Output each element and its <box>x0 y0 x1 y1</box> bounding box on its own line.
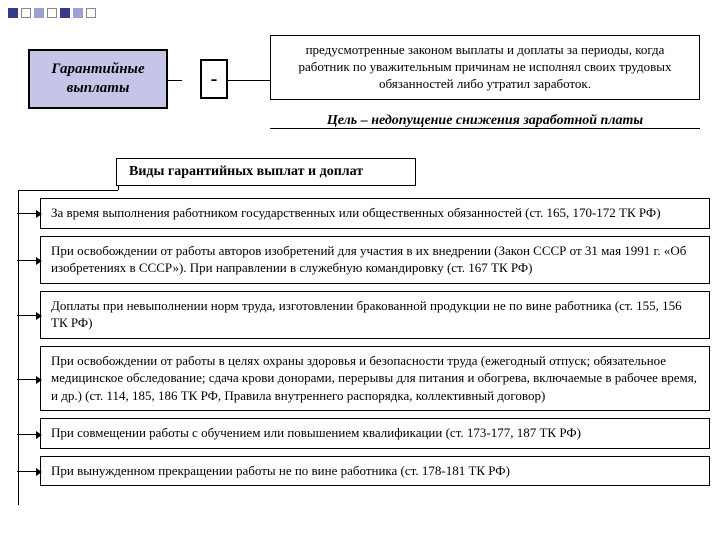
tree-branch <box>18 190 118 191</box>
item-arrow <box>17 379 41 380</box>
item-arrow <box>17 434 41 435</box>
title-box: Гарантийные выплаты <box>28 49 168 109</box>
decor-dot <box>73 8 83 18</box>
decor-dot <box>86 8 96 18</box>
item-arrow <box>17 213 41 214</box>
decor-dot <box>47 8 57 18</box>
item-arrow <box>17 315 41 316</box>
list-item-text: При вынужденном прекращении работы не по… <box>51 463 510 478</box>
decor-dot <box>21 8 31 18</box>
list-item-text: При освобождении от работы в целях охран… <box>51 353 697 403</box>
definition-box: предусмотренные законом выплаты и доплат… <box>270 35 700 100</box>
item-arrow <box>17 260 41 261</box>
list-item-text: За время выполнения работником государст… <box>51 205 661 220</box>
goal-text: Цель – недопущение снижения заработной п… <box>270 113 700 129</box>
item-arrow <box>17 471 41 472</box>
top-section: Гарантийные выплаты - предусмотренные за… <box>20 35 700 140</box>
list-item-text: Доплаты при невыполнении норм труда, изг… <box>51 298 682 331</box>
list-item: При освобождении от работы авторов изобр… <box>40 236 710 284</box>
decor-dot <box>8 8 18 18</box>
kinds-header-box: Виды гарантийных выплат и доплат <box>116 158 416 186</box>
list-item-text: При освобождении от работы авторов изобр… <box>51 243 686 276</box>
list-item: При вынужденном прекращении работы не по… <box>40 456 710 487</box>
dash-symbol: - <box>211 68 218 91</box>
list-item-text: При совмещении работы с обучением или по… <box>51 425 581 440</box>
definition-text: предусмотренные законом выплаты и доплат… <box>299 42 672 91</box>
title-text: Гарантийные выплаты <box>34 60 162 98</box>
list-item: При совмещении работы с обучением или по… <box>40 418 710 449</box>
decor-dot <box>34 8 44 18</box>
decorative-dots <box>8 8 96 18</box>
kinds-header-text: Виды гарантийных выплат и доплат <box>129 164 363 179</box>
decor-dot <box>60 8 70 18</box>
items-list: За время выполнения работником государст… <box>10 198 710 493</box>
dash-box: - <box>200 59 228 99</box>
list-item: За время выполнения работником государст… <box>40 198 710 229</box>
list-item: При освобождении от работы в целях охран… <box>40 346 710 412</box>
list-item: Доплаты при невыполнении норм труда, изг… <box>40 291 710 339</box>
